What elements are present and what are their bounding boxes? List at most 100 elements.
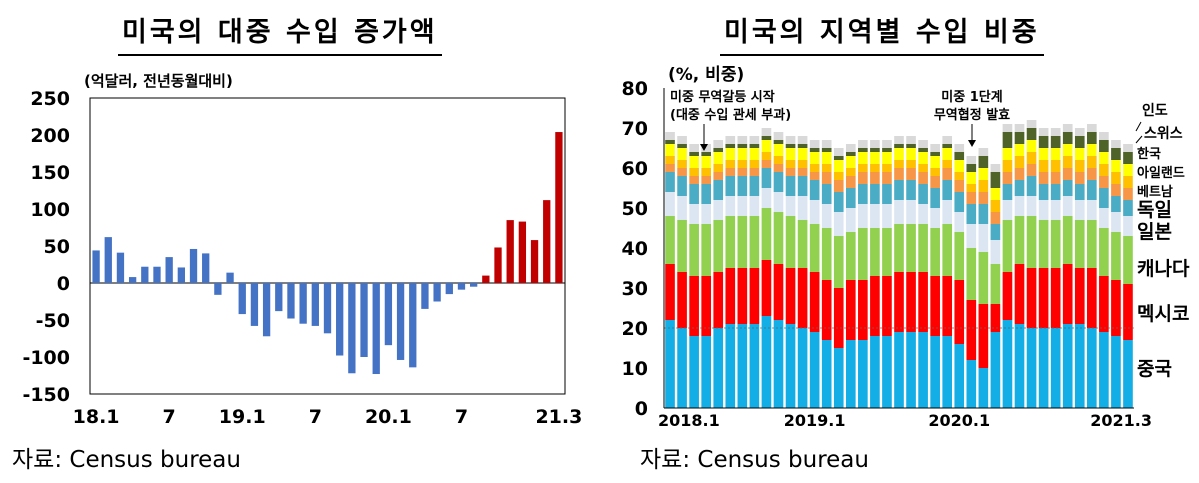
stack-segment	[809, 224, 820, 272]
stack-segment	[870, 152, 880, 164]
stack-segment	[966, 224, 977, 248]
stack-segment	[761, 316, 772, 408]
stack-segment	[1038, 160, 1049, 172]
stack-segment	[990, 240, 1001, 264]
stack-segment	[725, 144, 736, 148]
stack-segment	[870, 204, 880, 228]
stack-segment	[737, 176, 748, 196]
stack-segment	[1111, 160, 1121, 172]
stack-segment	[1014, 264, 1025, 324]
stack-segment	[906, 148, 916, 160]
stack-segment	[978, 192, 989, 204]
stack-segment	[845, 340, 856, 408]
stack-segment	[665, 144, 675, 156]
stack-segment	[930, 336, 940, 408]
x-tick-label: 20.1	[365, 406, 412, 428]
bar	[482, 275, 490, 283]
stack-segment	[918, 172, 928, 184]
stack-segment	[990, 224, 1001, 240]
stack-segment	[1026, 164, 1037, 176]
stack-segment	[797, 268, 808, 328]
stack-segment	[1087, 200, 1097, 220]
bar	[470, 283, 478, 287]
stack-segment	[833, 156, 844, 160]
stack-segment	[821, 280, 832, 340]
stack-segment	[761, 152, 772, 160]
stack-segment	[1050, 136, 1061, 148]
stack-segment	[689, 204, 699, 224]
series-label: 아일랜드	[1137, 165, 1185, 181]
y-tick-label: 250	[30, 88, 70, 110]
stack-segment	[1111, 232, 1121, 280]
stack-segment	[845, 156, 856, 168]
bar	[202, 253, 210, 283]
y-tick-label: 50	[622, 198, 648, 220]
stack-segment	[858, 172, 868, 184]
stack-segment	[725, 216, 736, 268]
stack-segment	[797, 220, 808, 268]
stack-segment	[882, 276, 892, 336]
plot-frame	[89, 97, 566, 395]
stack-segment	[1038, 184, 1049, 200]
stack-segment	[845, 168, 856, 176]
stack-segment	[1099, 276, 1109, 332]
stack-segment	[845, 232, 856, 280]
stack-segment	[761, 136, 772, 140]
stack-segment	[689, 156, 699, 168]
stack-segment	[725, 160, 736, 168]
stack-segment	[797, 148, 808, 160]
stack-segment	[966, 172, 977, 184]
stack-segment	[1026, 216, 1037, 268]
stack-segment	[858, 204, 868, 228]
stack-segment	[809, 180, 820, 200]
stack-segment	[749, 176, 760, 196]
stack-segment	[918, 272, 928, 332]
stack-segment	[785, 324, 796, 408]
stack-segment	[1099, 208, 1109, 228]
stack-segment	[894, 180, 904, 200]
stack-segment	[1014, 156, 1025, 168]
stack-segment	[1062, 168, 1073, 180]
stack-segment	[677, 176, 687, 196]
stack-segment	[1123, 144, 1133, 152]
stack-segment	[930, 168, 940, 176]
stack-segment	[1014, 216, 1025, 264]
stack-segment	[990, 304, 1001, 332]
bar	[104, 237, 112, 283]
stack-segment	[918, 164, 928, 172]
stack-segment	[1099, 152, 1109, 164]
stack-segment	[870, 336, 880, 408]
stack-segment	[954, 232, 965, 280]
stack-segment	[1002, 124, 1013, 132]
stack-segment	[773, 264, 784, 320]
stack-segment	[930, 144, 940, 152]
stack-segment	[677, 328, 687, 408]
stack-segment	[942, 180, 953, 200]
bar	[323, 283, 332, 334]
stack-segment	[1002, 220, 1013, 272]
stack-segment	[821, 172, 832, 184]
stack-segment	[773, 156, 784, 164]
stack-segment	[833, 212, 844, 236]
stack-segment	[701, 204, 711, 224]
bar	[153, 266, 161, 283]
stack-segment	[785, 148, 796, 160]
stack-segment	[677, 220, 687, 272]
x-tick-label: 2018.1	[658, 411, 720, 430]
stack-segment	[954, 144, 965, 152]
stack-segment	[906, 200, 916, 224]
stack-segment	[689, 336, 699, 408]
stack-segment	[1087, 268, 1097, 328]
stack-segment	[689, 224, 699, 276]
stack-segment	[1062, 216, 1073, 264]
stack-segment	[1050, 328, 1061, 408]
stack-segment	[1074, 172, 1085, 184]
stack-segment	[725, 324, 736, 408]
annotation-trade-war: 미중 무역갈등 시작	[670, 89, 775, 105]
stack-segment	[894, 224, 904, 272]
stack-segment	[845, 144, 856, 152]
stack-segment	[809, 332, 820, 408]
stack-segment	[882, 204, 892, 228]
stack-segment	[858, 152, 868, 164]
stack-segment	[1050, 220, 1061, 268]
